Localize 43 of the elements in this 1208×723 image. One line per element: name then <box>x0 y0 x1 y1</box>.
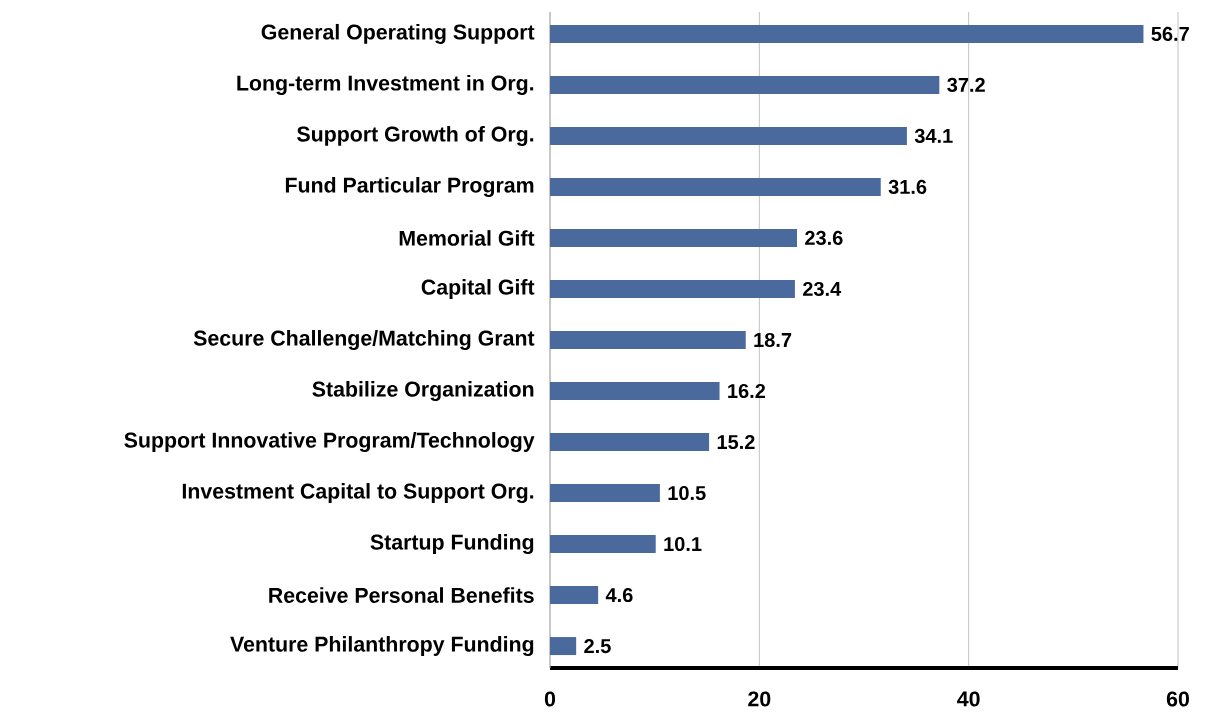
y-tick-label: Support Growth of Org. <box>297 125 534 146</box>
data-label: 18.7 <box>754 332 792 348</box>
data-label: 2.5 <box>584 638 611 654</box>
y-tick-label: Memorial Gift <box>399 230 535 246</box>
bar <box>550 228 798 247</box>
bar <box>550 586 599 605</box>
y-tick-label: Secure Challenge/Matching Grant <box>193 330 535 350</box>
data-label: 4.6 <box>605 587 633 603</box>
data-label: 37.2 <box>947 77 985 93</box>
x-tick-label: 60 <box>1166 691 1189 707</box>
bar <box>550 75 940 94</box>
y-tick-label: Receive Personal Benefits <box>269 587 534 603</box>
bar <box>550 126 907 145</box>
data-label: 56.7 <box>1151 26 1189 41</box>
y-tick-label: Startup Funding <box>370 534 534 555</box>
y-tick-label: Investment Capital to Support Org. <box>182 483 534 504</box>
data-label: 23.6 <box>805 230 843 246</box>
data-label: 10.1 <box>664 536 702 552</box>
bar <box>550 177 881 196</box>
data-label: 34.1 <box>914 128 953 144</box>
bar <box>550 279 795 298</box>
data-label: 16.2 <box>728 383 766 399</box>
bar <box>550 24 1144 43</box>
x-tick-label: 20 <box>748 691 771 707</box>
y-tick-label: Stabilize Organization <box>312 381 534 401</box>
y-tick-label: General Operating Support <box>261 23 535 44</box>
y-tick-label: Capital Gift <box>421 279 535 299</box>
y-tick-label: Support Innovative Program/Technology <box>124 432 535 452</box>
bar <box>550 637 577 656</box>
data-label: 15.2 <box>717 434 755 450</box>
data-label: 31.6 <box>888 179 927 195</box>
bar <box>550 433 710 452</box>
bar <box>550 484 660 503</box>
data-label: 23.4 <box>802 281 842 297</box>
bar <box>550 535 656 554</box>
bar <box>550 330 746 349</box>
bar <box>550 382 720 400</box>
x-tick-label: 40 <box>957 691 980 707</box>
y-tick-label: Venture Philanthropy Funding <box>230 636 534 657</box>
data-label: 10.5 <box>668 485 706 501</box>
y-tick-label: Long-term Investment in Org. <box>237 74 534 95</box>
y-tick-label: Fund Particular Program <box>285 176 534 197</box>
x-tick-label: 0 <box>544 691 556 707</box>
